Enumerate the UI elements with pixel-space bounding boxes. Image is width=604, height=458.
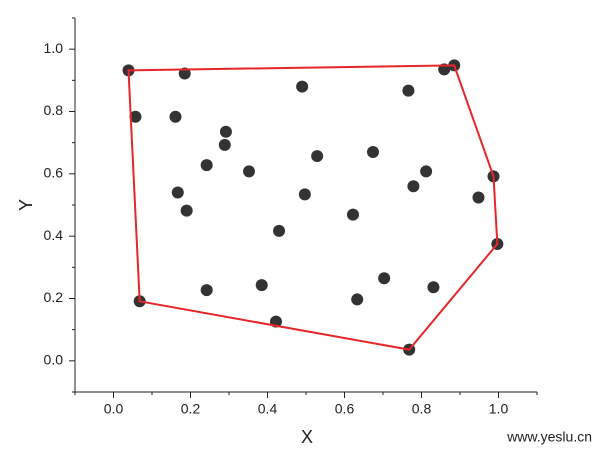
y-tick-label: 0.2 [44,289,64,305]
x-tick-label: 0.2 [181,401,201,417]
point [296,80,309,93]
y-tick-label: 0.6 [44,165,64,181]
point [200,159,213,172]
point [378,272,391,285]
point [366,146,379,159]
point [420,165,433,178]
point [427,281,440,294]
point [311,150,324,163]
y-tick-label: 0.4 [44,227,64,243]
point [218,138,231,151]
point [169,110,182,123]
point [171,186,184,199]
point [273,224,286,237]
hull [127,64,499,351]
point [243,165,256,178]
x-tick-label: 0.6 [335,401,355,417]
y-tick-label: 1.0 [44,40,64,56]
x-axis-label: X [301,427,313,447]
point [407,180,420,193]
point [219,125,232,138]
x-tick-label: 0.8 [412,401,432,417]
x-tick-label: 0.0 [104,401,124,417]
point [472,191,485,204]
point [298,188,311,201]
point [129,110,142,123]
point [180,204,193,217]
y-axis-label: Y [16,199,36,211]
point [402,84,415,97]
y-tick-label: 0.8 [44,102,64,118]
watermark: www.yeslu.cn [506,429,592,445]
point [255,279,268,292]
point [200,284,213,297]
x-tick-label: 0.4 [258,401,278,417]
point [346,208,359,221]
x-tick-label: 1.0 [489,401,509,417]
y-tick-label: 0.0 [44,352,64,368]
point [351,293,364,306]
